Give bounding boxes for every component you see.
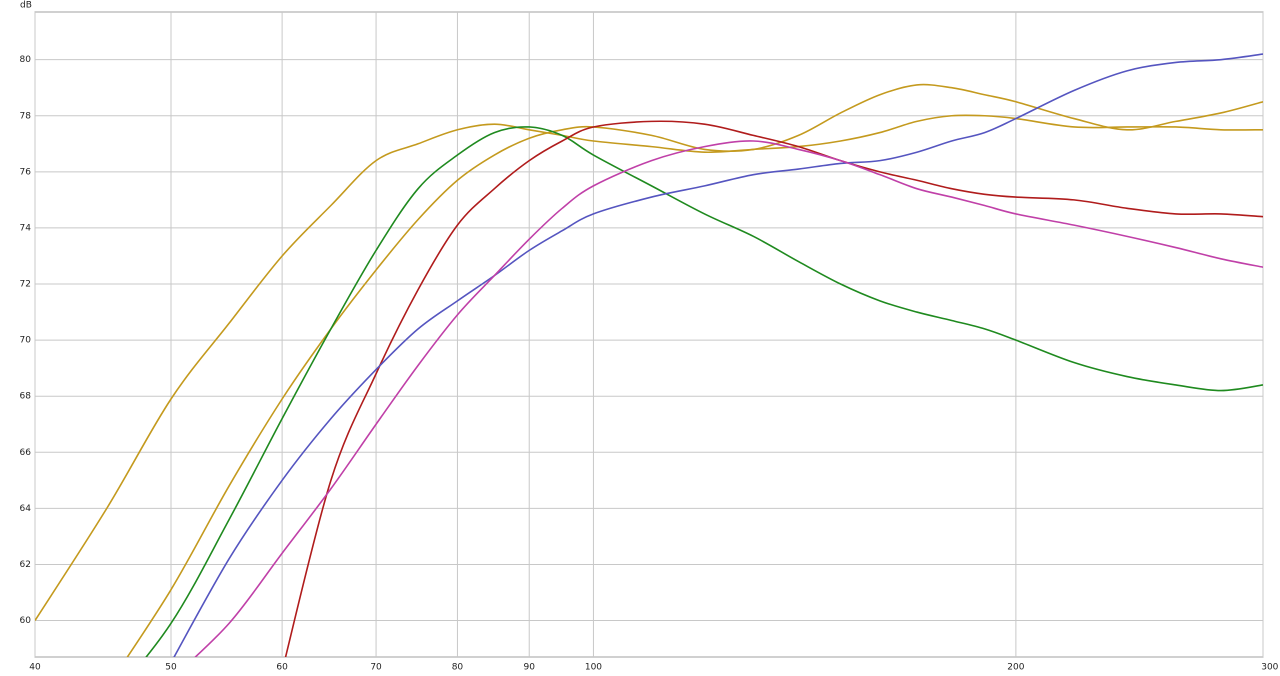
x-tick-label: 200 (1007, 663, 1024, 673)
x-tick-label: 300 Hz (1261, 663, 1280, 673)
grid (34, 12, 1264, 657)
y-tick-label: 62 (20, 560, 31, 570)
x-tick-label: 60 (276, 663, 288, 673)
y-tick-label: 78 (20, 111, 32, 121)
series-line (145, 126, 1263, 657)
y-axis-label: dB (20, 1, 32, 11)
series-line (194, 140, 1263, 657)
y-tick-label: 60 (20, 616, 32, 626)
series-line (35, 114, 1263, 621)
x-tick-label: 70 (370, 663, 382, 673)
series-line (126, 83, 1263, 657)
x-tick-label: 80 (452, 663, 464, 673)
y-tick-label: 76 (20, 167, 32, 177)
x-tick-label: 50 (165, 663, 177, 673)
plot-area (34, 11, 1264, 658)
series-group (35, 53, 1263, 657)
y-tick-label: 70 (20, 336, 32, 346)
y-tick-label: 74 (20, 223, 32, 233)
y-tick-label: 72 (20, 280, 31, 290)
series-line (284, 120, 1263, 657)
series-line (173, 53, 1263, 657)
x-tick-label: 40 (29, 663, 41, 673)
x-tick-label: 90 (524, 663, 536, 673)
y-tick-label: 68 (20, 392, 32, 402)
y-tick-label: 80 (20, 55, 32, 65)
x-tick-label: 100 (585, 663, 602, 673)
y-tick-label: 64 (20, 504, 32, 514)
y-tick-label: 66 (20, 448, 32, 458)
